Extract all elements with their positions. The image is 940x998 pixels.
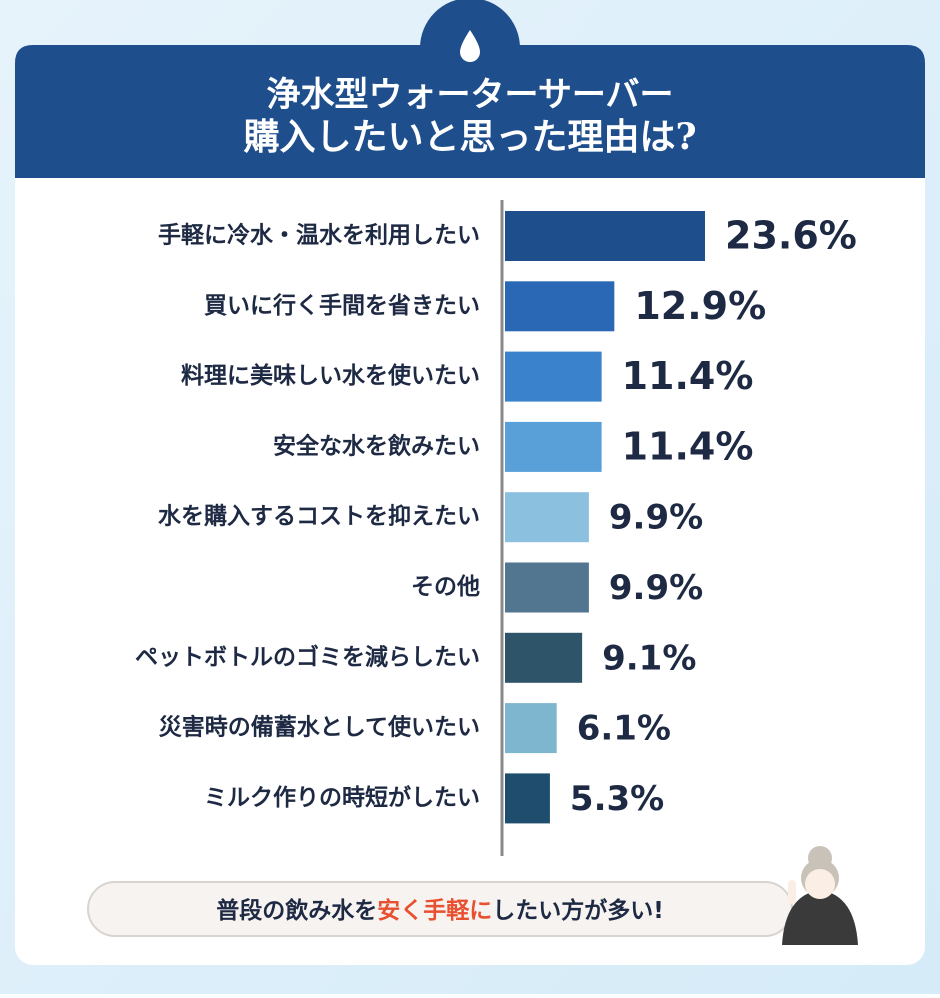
footer-part: 普段の飲み水を xyxy=(216,897,377,924)
category-label: 買いに行く手間を省きたい xyxy=(204,292,480,319)
bar xyxy=(505,281,615,332)
value-label: 11.4% xyxy=(622,354,754,398)
footer-text: 普段の飲み水を安く手軽にしたい方が多い! xyxy=(216,897,664,924)
drop-icon xyxy=(460,30,480,62)
person-illustration xyxy=(782,846,858,945)
bar xyxy=(505,773,550,824)
category-label: ミルク作りの時短がしたい xyxy=(204,784,480,811)
value-label: 12.9% xyxy=(634,284,766,328)
bar xyxy=(505,351,602,402)
category-label: 災害時の備蓄水として使いたい xyxy=(159,714,480,741)
bar xyxy=(505,421,602,472)
category-label: 安全な水を飲みたい xyxy=(273,432,480,459)
value-label: 9.1% xyxy=(602,638,696,678)
footer-part: したい方が多い! xyxy=(492,897,664,924)
category-label: ペットボトルのゴミを減らしたい xyxy=(135,643,480,670)
title-line: 購入したいと思った理由は? xyxy=(243,116,696,158)
value-label: 23.6% xyxy=(725,214,857,258)
value-label: 9.9% xyxy=(609,568,703,608)
footer-highlight: 安く手軽に xyxy=(377,897,492,924)
bar xyxy=(505,703,557,754)
value-label: 6.1% xyxy=(577,709,671,749)
bar xyxy=(505,632,583,683)
header-band xyxy=(15,45,925,178)
category-label: 水を購入するコストを抑えたい xyxy=(158,504,480,530)
category-label: 手軽に冷水・温水を利用したい xyxy=(158,222,480,249)
card xyxy=(15,45,925,965)
value-label: 11.4% xyxy=(622,424,754,468)
category-label: その他 xyxy=(411,574,480,600)
category-label: 料理に美味しい水を使いたい xyxy=(181,362,480,389)
bar xyxy=(505,562,589,613)
bar xyxy=(505,492,589,543)
value-label: 5.3% xyxy=(570,779,664,819)
value-label: 9.9% xyxy=(609,498,703,538)
title-line: 浄水型ウォーターサーバー xyxy=(267,75,674,115)
bar xyxy=(505,211,705,261)
